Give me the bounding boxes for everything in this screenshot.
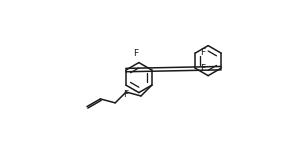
- Text: F: F: [201, 64, 206, 73]
- Text: F: F: [123, 91, 128, 99]
- Text: F: F: [201, 48, 206, 57]
- Text: F: F: [133, 49, 138, 58]
